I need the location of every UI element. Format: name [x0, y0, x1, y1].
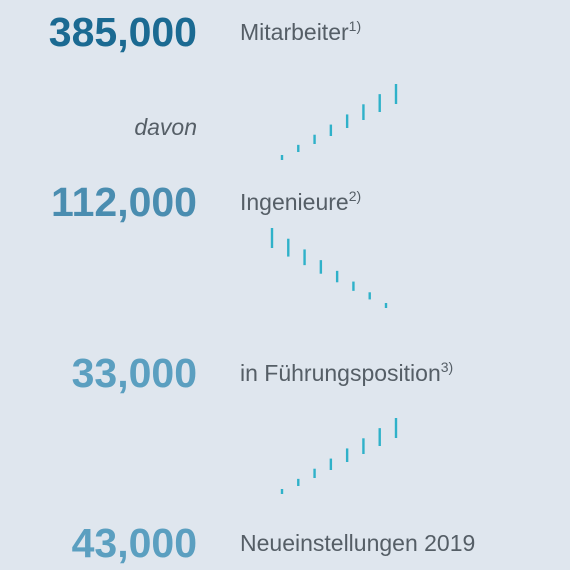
- stat-label: in Führungsposition3): [240, 359, 453, 386]
- stat-label: Ingenieure2): [240, 188, 361, 215]
- footnote: 1): [349, 18, 361, 34]
- decoration: [270, 84, 398, 494]
- stat-number: 385,000: [49, 9, 197, 55]
- stat-label: Mitarbeiter1): [240, 18, 361, 45]
- label-text: in Führungsposition: [240, 360, 441, 386]
- stat-number: 112,000: [51, 179, 197, 225]
- label-text: Mitarbeiter: [240, 19, 349, 45]
- stat-number: 43,000: [72, 520, 197, 566]
- label-text: Ingenieure: [240, 189, 349, 215]
- connector-text: davon: [134, 114, 197, 140]
- footnote: 3): [441, 359, 453, 375]
- footnote: 2): [349, 188, 361, 204]
- stat-label: Neueinstellungen 2019: [240, 530, 475, 556]
- stat-number: 33,000: [72, 350, 197, 396]
